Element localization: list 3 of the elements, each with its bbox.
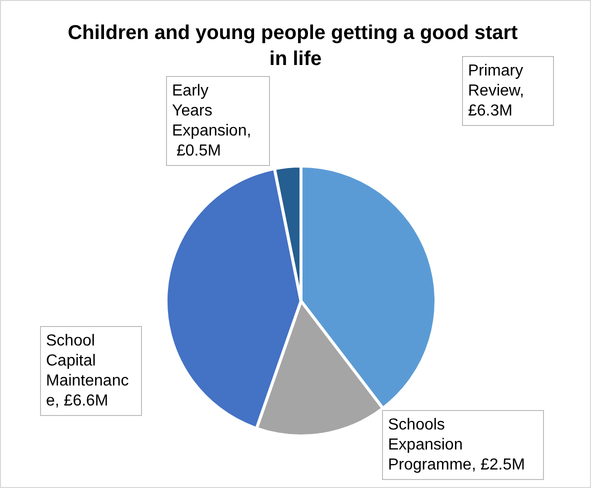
slice-label: Schools Expansion Programme, £2.5M xyxy=(388,416,525,474)
slice-label: School Capital Maintenance, £6.6M xyxy=(46,332,129,410)
slice-label: Early Years Expansion, £0.5M xyxy=(172,82,252,160)
